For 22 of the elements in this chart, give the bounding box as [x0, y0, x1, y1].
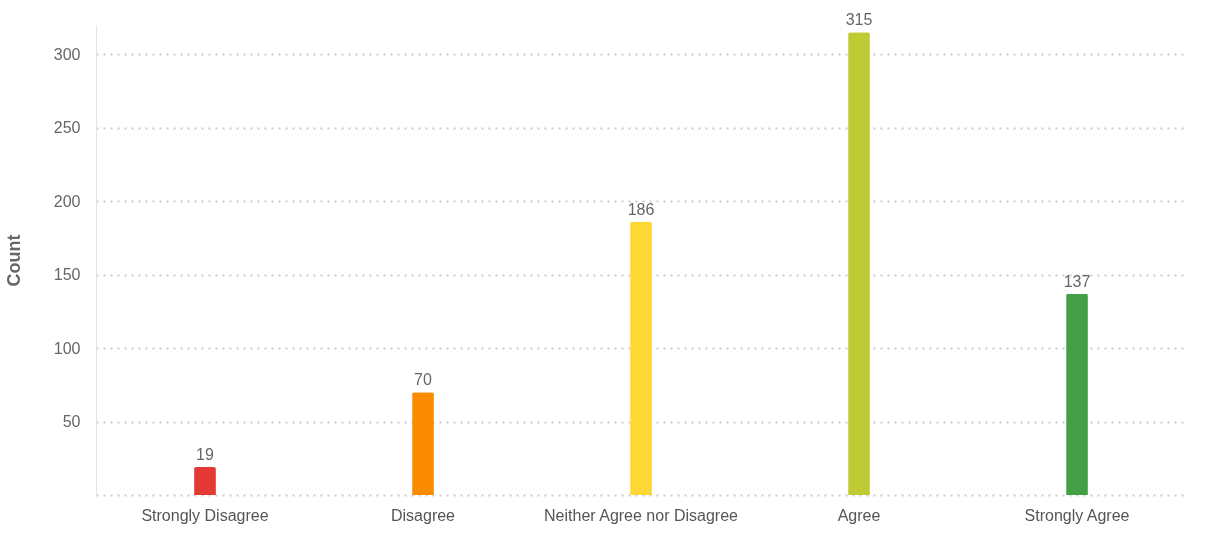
y-tick-label: 100: [53, 339, 81, 357]
y-tick-label: 50: [62, 413, 81, 431]
bar: [194, 467, 216, 495]
x-tick-label: Strongly Disagree: [141, 506, 269, 524]
x-tick-label: Agree: [837, 506, 881, 524]
data-label: 315: [845, 11, 873, 29]
y-tick-label: 250: [53, 119, 81, 137]
data-label: 70: [414, 371, 432, 389]
x-tick-label: Strongly Agree: [1024, 506, 1130, 524]
data-label: 186: [627, 200, 655, 218]
x-tick-label: Disagree: [390, 506, 456, 524]
y-tick-label: 300: [53, 45, 81, 63]
bar: [1066, 293, 1088, 495]
bar: [412, 392, 434, 495]
x-tick-label: Neither Agree nor Disagree: [544, 506, 739, 524]
y-tick-label: 200: [53, 192, 81, 210]
bar: [630, 221, 652, 495]
data-label: 19: [196, 446, 214, 464]
y-axis-title: Count: [3, 234, 24, 287]
y-tick-label: 150: [53, 266, 81, 284]
bar: [848, 32, 870, 495]
data-label: 137: [1063, 272, 1091, 290]
